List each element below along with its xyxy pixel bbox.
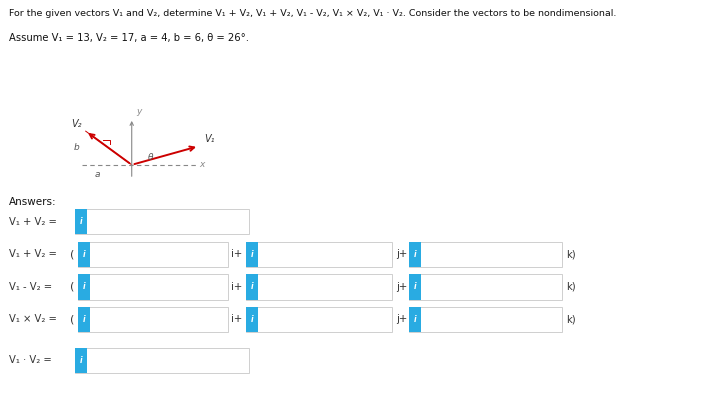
Bar bbox=[75, 348, 249, 373]
Text: k): k) bbox=[566, 249, 576, 259]
Text: i+: i+ bbox=[231, 249, 243, 259]
Text: i+: i+ bbox=[231, 282, 243, 292]
Text: i: i bbox=[414, 282, 416, 291]
Bar bbox=[75, 348, 87, 373]
Bar bbox=[246, 274, 258, 300]
Bar bbox=[75, 209, 249, 234]
Text: j+: j+ bbox=[396, 282, 407, 292]
Bar bbox=[75, 209, 87, 234]
Text: i: i bbox=[251, 282, 253, 291]
Text: i+: i+ bbox=[231, 315, 243, 324]
Text: V₁ + V₂ =: V₁ + V₂ = bbox=[9, 249, 57, 259]
Bar bbox=[78, 242, 90, 267]
Bar bbox=[78, 242, 228, 267]
Text: V₁: V₁ bbox=[204, 134, 215, 144]
Text: Assume V₁ = 13, V₂ = 17, a = 4, b = 6, θ = 26°.: Assume V₁ = 13, V₂ = 17, a = 4, b = 6, θ… bbox=[9, 33, 249, 44]
Text: (: ( bbox=[70, 249, 74, 259]
Bar bbox=[78, 274, 228, 300]
Text: V₁ + V₂ =: V₁ + V₂ = bbox=[9, 217, 57, 227]
Text: i: i bbox=[251, 250, 253, 259]
Bar bbox=[246, 307, 258, 332]
Text: x: x bbox=[199, 160, 205, 169]
Text: (: ( bbox=[70, 282, 74, 292]
Text: V₂: V₂ bbox=[71, 119, 81, 129]
Text: Answers:: Answers: bbox=[9, 197, 57, 208]
Text: V₁ - V₂ =: V₁ - V₂ = bbox=[9, 282, 53, 292]
Bar bbox=[246, 242, 392, 267]
Bar bbox=[246, 242, 258, 267]
Text: V₁ · V₂ =: V₁ · V₂ = bbox=[9, 355, 52, 365]
Bar bbox=[409, 242, 421, 267]
Text: i: i bbox=[83, 282, 85, 291]
Text: V₁ × V₂ =: V₁ × V₂ = bbox=[9, 315, 57, 324]
Text: For the given vectors V₁ and V₂, determine V₁ + V₂, V₁ + V₂, V₁ - V₂, V₁ × V₂, V: For the given vectors V₁ and V₂, determi… bbox=[9, 9, 617, 18]
Bar bbox=[78, 274, 90, 300]
Bar bbox=[409, 307, 562, 332]
Text: (: ( bbox=[70, 315, 74, 324]
Text: θ: θ bbox=[147, 153, 153, 162]
Text: j+: j+ bbox=[396, 315, 407, 324]
Bar bbox=[409, 242, 562, 267]
Text: b: b bbox=[74, 144, 80, 153]
Bar bbox=[409, 274, 562, 300]
Bar bbox=[409, 307, 421, 332]
Text: j+: j+ bbox=[396, 249, 407, 259]
Text: k): k) bbox=[566, 315, 576, 324]
Text: y: y bbox=[136, 107, 142, 116]
Text: i: i bbox=[83, 250, 85, 259]
Bar bbox=[78, 307, 228, 332]
Bar bbox=[78, 307, 90, 332]
Text: i: i bbox=[83, 315, 85, 324]
Bar bbox=[409, 274, 421, 300]
Bar bbox=[246, 274, 392, 300]
Text: i: i bbox=[251, 315, 253, 324]
Text: i: i bbox=[80, 217, 82, 226]
Text: i: i bbox=[414, 315, 416, 324]
Text: i: i bbox=[414, 250, 416, 259]
Text: i: i bbox=[80, 356, 82, 365]
Text: a: a bbox=[95, 170, 100, 179]
Bar bbox=[246, 307, 392, 332]
Text: k): k) bbox=[566, 282, 576, 292]
